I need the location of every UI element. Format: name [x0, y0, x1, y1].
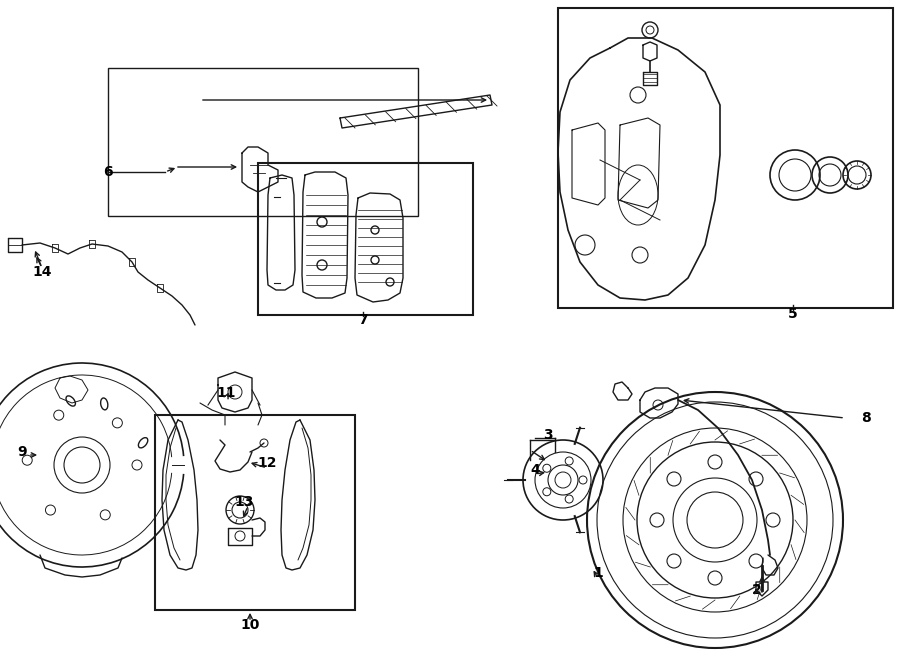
- Text: 1: 1: [593, 566, 603, 580]
- Text: 8: 8: [861, 411, 871, 425]
- Text: 11: 11: [216, 386, 236, 400]
- Text: 9: 9: [17, 445, 27, 459]
- Circle shape: [708, 455, 722, 469]
- Text: 5: 5: [788, 307, 798, 321]
- Bar: [155, 415, 355, 610]
- Text: 12: 12: [257, 456, 277, 470]
- Text: 3: 3: [544, 428, 553, 442]
- Circle shape: [667, 472, 681, 486]
- Circle shape: [579, 476, 587, 484]
- Circle shape: [749, 554, 763, 568]
- Text: 10: 10: [240, 618, 260, 632]
- Circle shape: [708, 571, 722, 585]
- Text: 13: 13: [234, 495, 254, 509]
- Circle shape: [766, 513, 780, 527]
- Circle shape: [650, 513, 664, 527]
- Text: 7: 7: [358, 313, 368, 327]
- Bar: [558, 8, 893, 308]
- Bar: [258, 163, 473, 315]
- Circle shape: [667, 554, 681, 568]
- Circle shape: [543, 488, 551, 496]
- Bar: [108, 68, 418, 216]
- Circle shape: [565, 457, 573, 465]
- Circle shape: [543, 464, 551, 472]
- Circle shape: [565, 495, 573, 503]
- Text: 6: 6: [104, 165, 112, 179]
- Text: 14: 14: [32, 265, 52, 279]
- Text: 2: 2: [752, 583, 762, 597]
- Circle shape: [749, 472, 763, 486]
- Text: 4: 4: [530, 463, 540, 477]
